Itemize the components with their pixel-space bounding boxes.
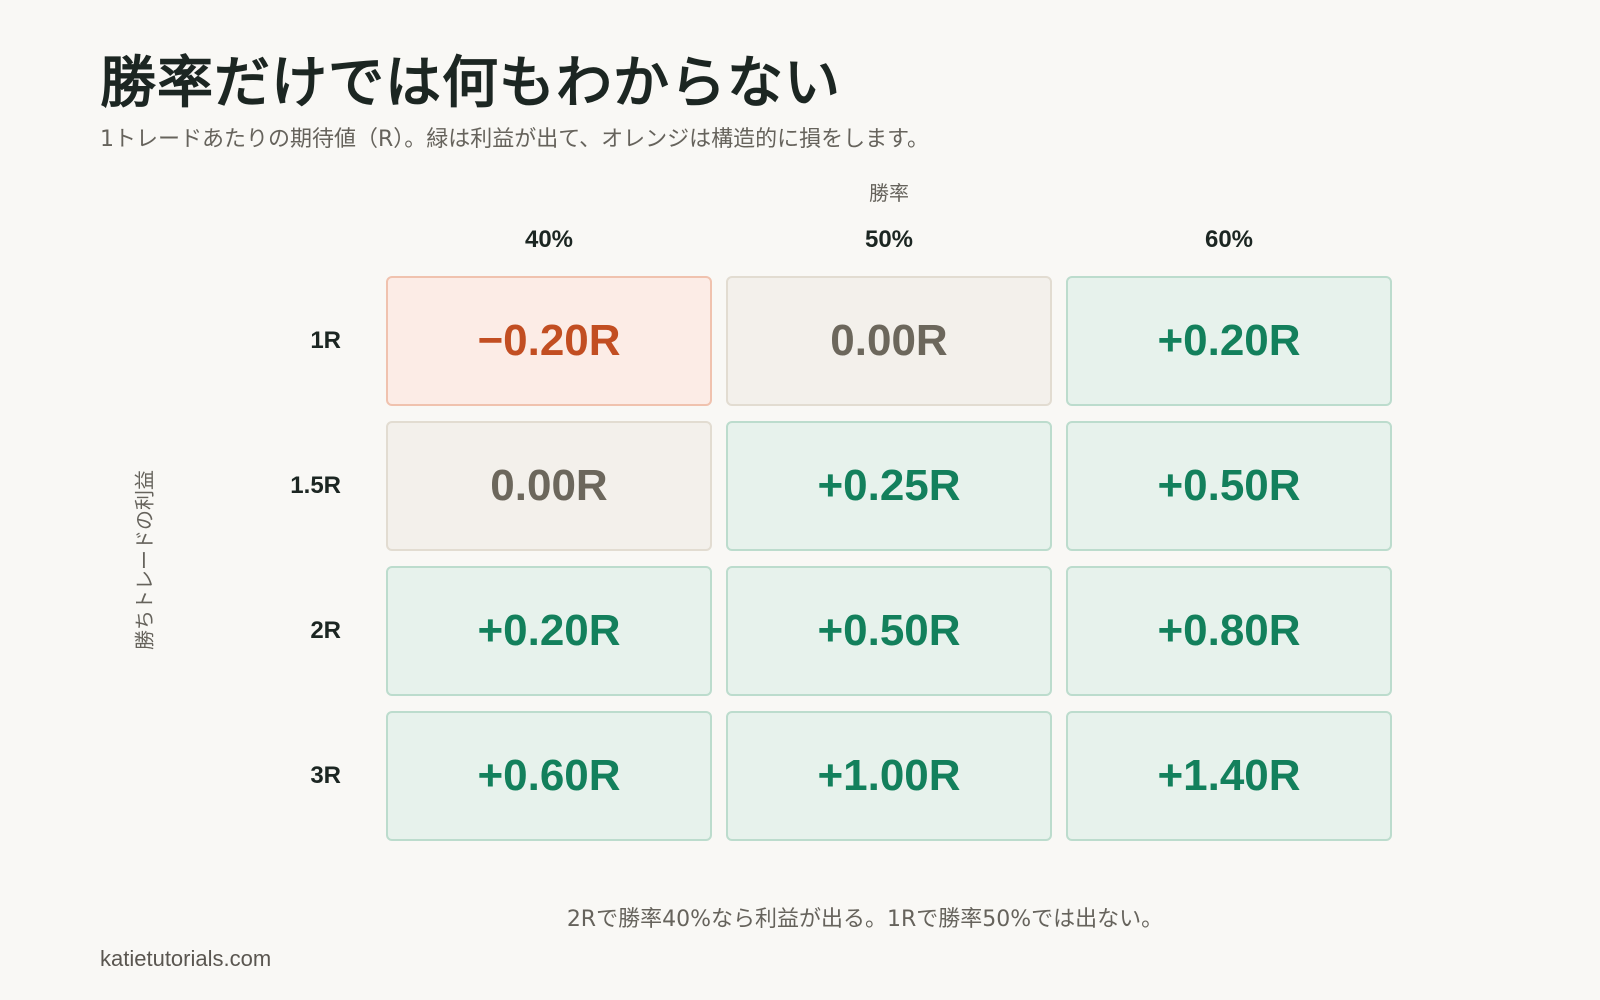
- column-header: 40%: [524, 226, 574, 253]
- chart-title: 勝率だけでは何もわからない: [100, 51, 841, 116]
- heatmap-cell: −0.20R: [386, 276, 712, 406]
- heatmap-cell: +0.50R: [726, 566, 1052, 696]
- chart-subtitle: 1トレードあたりの期待値（R）。緑は利益が出て、オレンジは構造的に損をします。: [100, 127, 929, 152]
- y-axis-label: 勝ちトレードの利益: [132, 470, 157, 650]
- heatmap-cell: +0.60R: [386, 711, 712, 841]
- chart-annotation: 2Rで勝率40%なら利益が出る。1Rで勝率50%では出ない。: [566, 907, 1164, 932]
- heatmap-cell: +1.00R: [726, 711, 1052, 841]
- row-header: 3R: [310, 762, 341, 789]
- row-header: 1.5R: [290, 472, 341, 499]
- column-header: 60%: [1204, 226, 1254, 253]
- heatmap-cell: 0.00R: [386, 421, 712, 551]
- heatmap-cell: +1.40R: [1066, 711, 1392, 841]
- heatmap-cell: +0.80R: [1066, 566, 1392, 696]
- row-header: 1R: [310, 327, 341, 354]
- x-axis-label: 勝率: [869, 181, 909, 205]
- heatmap-cell: +0.50R: [1066, 421, 1392, 551]
- heatmap-cell: +0.25R: [726, 421, 1052, 551]
- heatmap-cell: 0.00R: [726, 276, 1052, 406]
- column-header: 50%: [864, 226, 914, 253]
- heatmap-cell: +0.20R: [386, 566, 712, 696]
- heatmap-cell: +0.20R: [1066, 276, 1392, 406]
- row-header: 2R: [310, 617, 341, 644]
- source-credit: katietutorials.com: [100, 946, 272, 971]
